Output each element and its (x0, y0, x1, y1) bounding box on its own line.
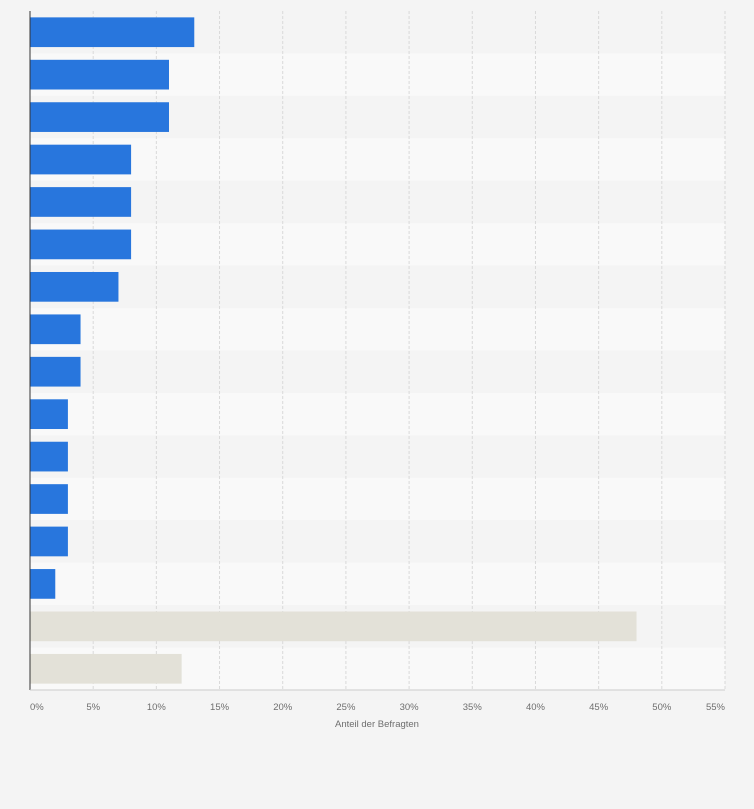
bars (30, 17, 637, 684)
row-band (30, 477, 725, 521)
bar (30, 611, 637, 642)
x-tick-label: 25% (336, 702, 356, 713)
x-tick-label: 30% (400, 702, 420, 713)
bar (30, 271, 119, 302)
row-band (30, 520, 725, 563)
row-band (30, 223, 725, 266)
bar (30, 399, 68, 430)
bar (30, 144, 132, 175)
bar (30, 59, 169, 90)
bar (30, 229, 132, 260)
bar (30, 356, 81, 387)
bar (30, 102, 169, 132)
row-band (30, 435, 725, 478)
bar (30, 441, 68, 472)
row-band (30, 265, 725, 309)
axes (29, 11, 725, 691)
x-tick-label: 40% (526, 702, 546, 713)
bar (30, 484, 68, 514)
bar (30, 187, 132, 217)
row-band (30, 562, 725, 606)
x-tick-label: 15% (210, 702, 230, 713)
bar (30, 653, 182, 684)
gridlines (92, 11, 726, 690)
x-tick-label: 5% (86, 702, 100, 713)
x-tick-labels: 0% 5% 10% 15% 20% 25% 30% 35% 40% 45% 50% 55% (30, 702, 726, 713)
bar (30, 569, 56, 599)
x-tick-label: 50% (652, 702, 672, 713)
x-tick-label: 55% (706, 702, 726, 713)
row-band (30, 180, 725, 224)
x-axis-title: Anteil der Befragten (335, 719, 419, 730)
bar (30, 17, 195, 48)
x-tick-label: 35% (463, 702, 483, 713)
row-band (30, 392, 725, 436)
row-bands (30, 11, 725, 690)
bar (30, 314, 81, 345)
bar (30, 526, 68, 557)
row-band (30, 350, 725, 393)
x-tick-label: 20% (273, 702, 293, 713)
x-tick-label: 0% (30, 702, 44, 713)
row-band (30, 308, 725, 351)
x-tick-label: 45% (589, 702, 609, 713)
row-band (30, 138, 725, 181)
x-tick-label: 10% (147, 702, 167, 713)
